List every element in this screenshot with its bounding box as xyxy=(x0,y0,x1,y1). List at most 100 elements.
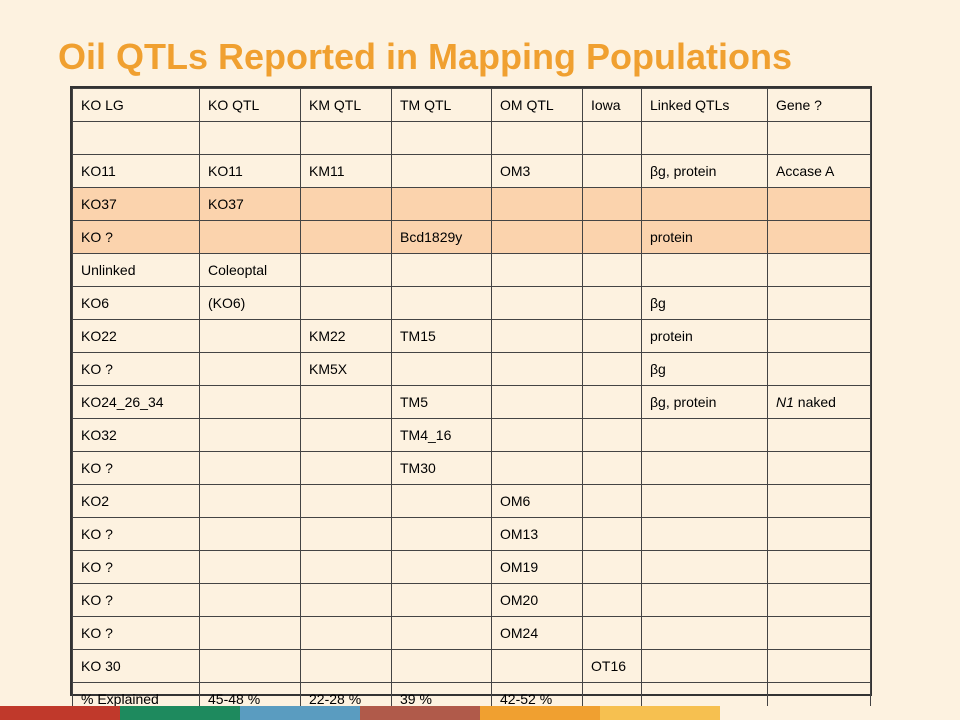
table-cell xyxy=(491,121,583,155)
table-cell: Bcd1829y xyxy=(391,220,492,254)
table-cell: (KO6) xyxy=(199,286,301,320)
table-cell xyxy=(491,385,583,419)
table-cell xyxy=(641,253,768,287)
table-cell: Unlinked xyxy=(72,253,200,287)
table-cell: KO ? xyxy=(72,352,200,386)
header-cell: Iowa xyxy=(582,88,642,122)
table-cell: TM30 xyxy=(391,451,492,485)
table-row: KO ? OM13 xyxy=(72,517,871,551)
table-cell xyxy=(767,616,871,650)
table-cell xyxy=(491,418,583,452)
table-cell xyxy=(391,187,492,221)
table-cell: TM5 xyxy=(391,385,492,419)
table-cell xyxy=(199,220,301,254)
footer-color-segment xyxy=(720,706,840,720)
table-row: KO22 KM22 TM15 protein xyxy=(72,319,871,353)
table-cell xyxy=(300,616,392,650)
table-cell xyxy=(199,517,301,551)
table-cell: βg xyxy=(641,286,768,320)
table-cell: OM13 xyxy=(491,517,583,551)
table-cell: βg, protein xyxy=(641,385,768,419)
table-cell xyxy=(767,319,871,353)
table-cell xyxy=(767,451,871,485)
table-cell: βg xyxy=(641,352,768,386)
footer-color-segment xyxy=(360,706,480,720)
table-cell: TM15 xyxy=(391,319,492,353)
table-cell: KO ? xyxy=(72,616,200,650)
table-cell xyxy=(391,154,492,188)
table-cell xyxy=(491,649,583,683)
table-cell xyxy=(767,253,871,287)
table-row: KO ? OM20 xyxy=(72,583,871,617)
table-cell xyxy=(199,451,301,485)
table-cell xyxy=(491,451,583,485)
table-cell: OM20 xyxy=(491,583,583,617)
table-cell xyxy=(641,121,768,155)
table-cell xyxy=(582,550,642,584)
table-cell xyxy=(300,220,392,254)
table-cell: βg, protein xyxy=(641,154,768,188)
table-cell xyxy=(391,253,492,287)
table-cell xyxy=(491,187,583,221)
table-cell xyxy=(391,616,492,650)
table-cell: OM19 xyxy=(491,550,583,584)
table-row: KO ? OM24 xyxy=(72,616,871,650)
table-cell xyxy=(767,220,871,254)
table-cell xyxy=(582,418,642,452)
table-cell xyxy=(582,352,642,386)
table-cell xyxy=(72,121,200,155)
table-cell xyxy=(300,187,392,221)
table-cell xyxy=(300,418,392,452)
table-cell xyxy=(582,385,642,419)
header-cell: OM QTL xyxy=(491,88,583,122)
header-cell: Linked QTLs xyxy=(641,88,768,122)
table-cell xyxy=(767,352,871,386)
table-cell xyxy=(491,253,583,287)
table-cell xyxy=(391,286,492,320)
table-cell: protein xyxy=(641,319,768,353)
table-cell: KO24_26_34 xyxy=(72,385,200,419)
footer-color-bar xyxy=(0,706,960,720)
table-cell xyxy=(300,121,392,155)
table-cell xyxy=(199,352,301,386)
table-cell: KO37 xyxy=(199,187,301,221)
table-cell xyxy=(300,385,392,419)
table-cell xyxy=(391,352,492,386)
table-cell: Coleoptal xyxy=(199,253,301,287)
table-cell xyxy=(767,583,871,617)
table-cell xyxy=(391,550,492,584)
table-row: KO2 OM6 xyxy=(72,484,871,518)
table-cell xyxy=(582,286,642,320)
table-cell xyxy=(582,616,642,650)
table-cell xyxy=(199,418,301,452)
header-cell: KO LG xyxy=(72,88,200,122)
table-cell: Accase A xyxy=(767,154,871,188)
table-cell xyxy=(491,286,583,320)
table-row: KO6 (KO6) βg xyxy=(72,286,871,320)
header-cell: TM QTL xyxy=(391,88,492,122)
table-cell xyxy=(199,649,301,683)
table-cell: KM11 xyxy=(300,154,392,188)
table-cell: KO32 xyxy=(72,418,200,452)
table-cell: KO ? xyxy=(72,220,200,254)
table-cell xyxy=(391,121,492,155)
table-cell xyxy=(300,550,392,584)
table-cell xyxy=(767,418,871,452)
table-cell xyxy=(767,286,871,320)
table-row: KO 30 OT16 xyxy=(72,649,871,683)
table-cell xyxy=(491,220,583,254)
table-row xyxy=(72,121,871,155)
page-title: Oil QTLs Reported in Mapping Populations xyxy=(58,36,792,77)
header-cell: Gene ? xyxy=(767,88,871,122)
table-row: KO ? TM30 xyxy=(72,451,871,485)
table-cell: OM3 xyxy=(491,154,583,188)
table-cell: KO6 xyxy=(72,286,200,320)
table-cell xyxy=(582,319,642,353)
table-cell xyxy=(641,451,768,485)
table-row: KO11 KO11 KM11 OM3 βg, protein Accase A xyxy=(72,154,871,188)
table-cell: KO22 xyxy=(72,319,200,353)
table-cell xyxy=(767,649,871,683)
table-row: KO24_26_34 TM5 βg, protein N1 naked xyxy=(72,385,871,419)
table-cell xyxy=(641,583,768,617)
table-cell: OM24 xyxy=(491,616,583,650)
